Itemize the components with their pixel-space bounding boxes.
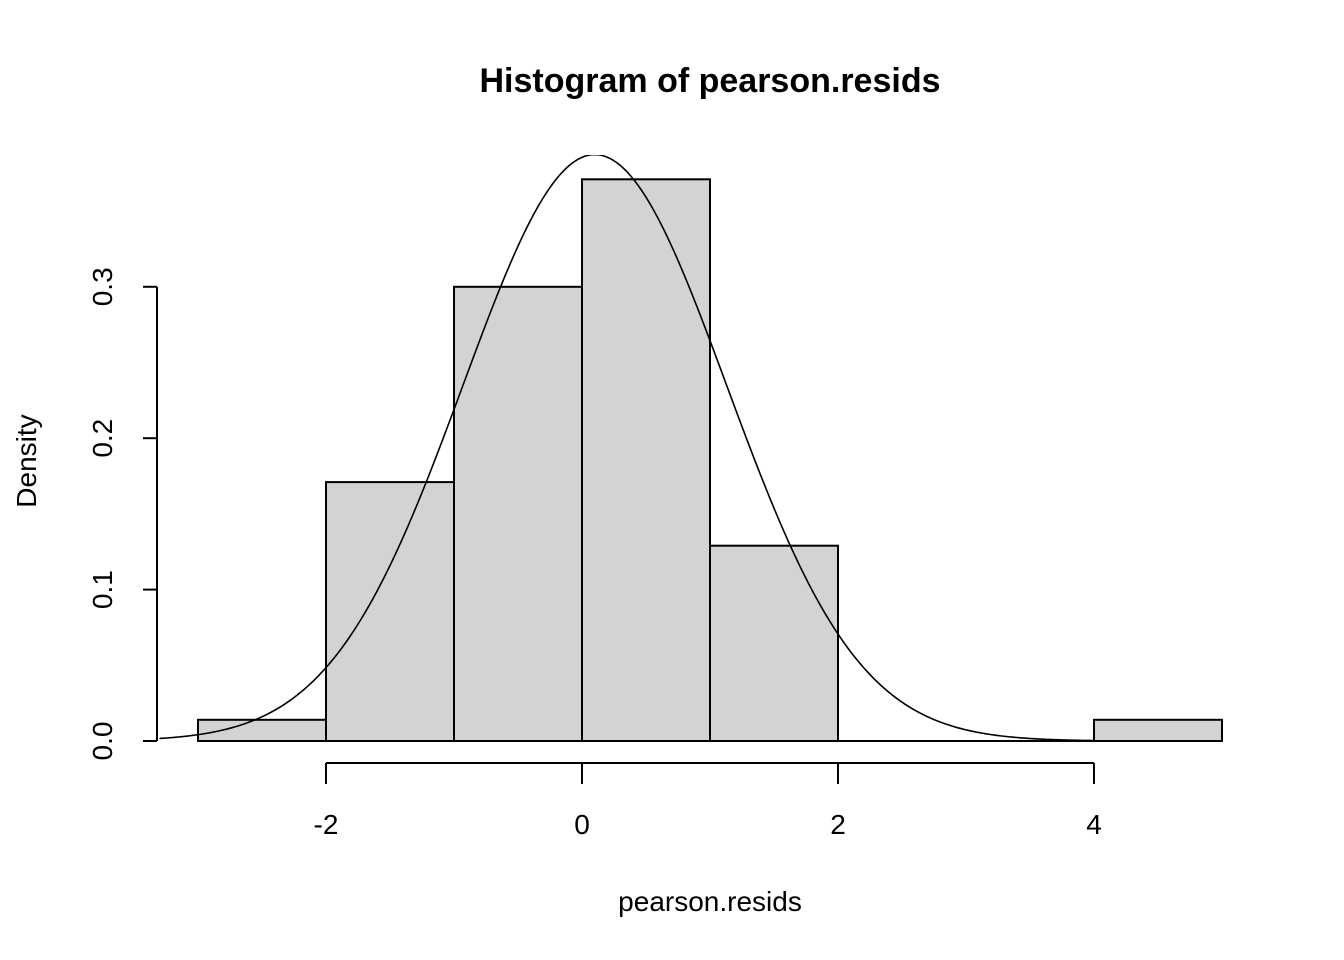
- y-axis-label: Density: [11, 414, 42, 507]
- x-axis-label: pearson.resids: [618, 886, 802, 917]
- y-axis: 0.0 0.1 0.2 0.3: [87, 267, 158, 761]
- density-curve-group: [159, 155, 1095, 742]
- histogram-bar: [1093, 718, 1223, 743]
- chart-title: Histogram of pearson.resids: [479, 62, 940, 100]
- x-tick-label: 2: [830, 809, 846, 840]
- histogram-bar: [581, 178, 711, 742]
- x-tick-label: 0: [574, 809, 590, 840]
- histogram-bar: [709, 544, 839, 742]
- bars-group: [197, 178, 1223, 743]
- x-tick-label: 4: [1086, 809, 1102, 840]
- y-tick-label: 0.3: [87, 267, 118, 306]
- y-tick-label: 0.0: [87, 722, 118, 761]
- density-curve: [159, 155, 1095, 742]
- histogram-bar: [197, 718, 327, 743]
- y-tick-label: 0.1: [87, 570, 118, 609]
- x-axis: -2 0 2 4: [314, 762, 1102, 840]
- x-tick-label: -2: [314, 809, 339, 840]
- y-tick-label: 0.2: [87, 419, 118, 458]
- histogram-bar: [325, 481, 455, 742]
- histogram-bar: [453, 285, 583, 742]
